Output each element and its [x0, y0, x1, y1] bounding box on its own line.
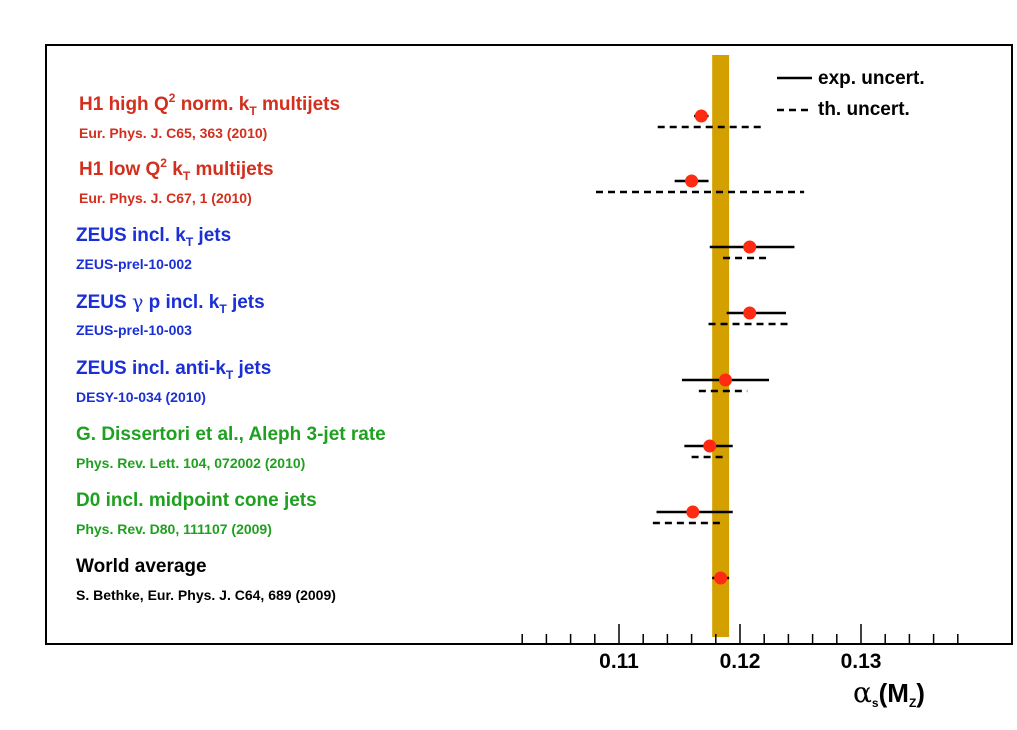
x-axis-title: αs(MZ) — [853, 676, 925, 710]
central-value-point — [703, 439, 717, 453]
entry-title: World average — [76, 556, 207, 577]
entry-reference: DESY-10-034 (2010) — [76, 389, 206, 405]
entry-reference: Phys. Rev. Lett. 104, 072002 (2010) — [76, 455, 306, 471]
plot-frame — [45, 44, 1013, 645]
entry-reference: Phys. Rev. D80, 111107 (2009) — [76, 521, 272, 537]
central-value-point — [694, 109, 708, 123]
entry-title: ZEUS incl. anti-kT jets — [76, 358, 272, 382]
legend-th-label: th. uncert. — [818, 99, 910, 120]
entry-reference: ZEUS-prel-10-003 — [76, 322, 192, 338]
entry-reference: Eur. Phys. J. C65, 363 (2010) — [79, 125, 268, 141]
x-tick-label: 0.12 — [719, 650, 761, 673]
central-value-point — [743, 240, 757, 254]
central-value-point — [685, 174, 699, 188]
entry-title: ZEUS incl. kT jets — [76, 225, 232, 249]
x-tick-label: 0.13 — [840, 650, 882, 673]
entry-title: G. Dissertori et al., Aleph 3-jet rate — [76, 424, 386, 445]
entry-title: D0 incl. midpoint cone jets — [76, 490, 317, 511]
legend-exp-label: exp. uncert. — [818, 68, 925, 89]
central-value-point — [686, 505, 700, 519]
entry-reference: S. Bethke, Eur. Phys. J. C64, 689 (2009) — [76, 587, 336, 603]
central-value-point — [743, 306, 757, 320]
entry-reference: ZEUS-prel-10-002 — [76, 256, 192, 272]
world-average-band — [712, 55, 730, 637]
central-value-point — [718, 373, 732, 387]
entry-title: H1 low Q2 kT multijets — [79, 156, 274, 183]
central-value-point — [714, 571, 728, 585]
entry-reference: Eur. Phys. J. C67, 1 (2010) — [79, 190, 252, 206]
x-tick-label: 0.11 — [599, 650, 639, 673]
entry-title: H1 high Q2 norm. kT multijets — [79, 91, 341, 118]
entry-title: ZEUS γ p incl. kT jets — [76, 291, 265, 316]
